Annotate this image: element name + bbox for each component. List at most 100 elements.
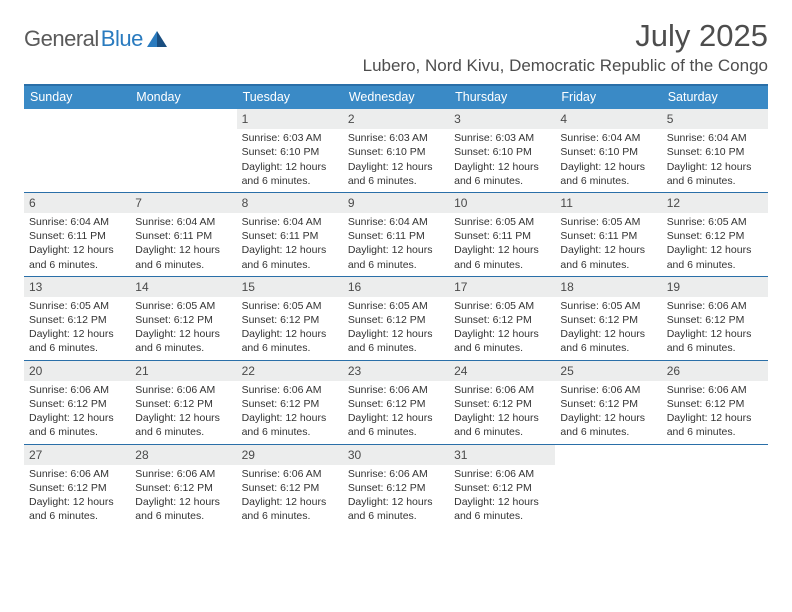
weekday-wednesday: Wednesday bbox=[343, 86, 449, 109]
sunrise-text: Sunrise: 6:06 AM bbox=[560, 383, 656, 397]
header: GeneralBlue July 2025 Lubero, Nord Kivu,… bbox=[24, 18, 768, 76]
day-content: Sunrise: 6:03 AMSunset: 6:10 PMDaylight:… bbox=[449, 129, 555, 192]
daylight-text: Daylight: 12 hours and 6 minutes. bbox=[29, 411, 125, 439]
daylight-text: Daylight: 12 hours and 6 minutes. bbox=[454, 327, 550, 355]
logo-text-blue: Blue bbox=[101, 26, 143, 52]
daylight-text: Daylight: 12 hours and 6 minutes. bbox=[135, 327, 231, 355]
sunset-text: Sunset: 6:12 PM bbox=[242, 397, 338, 411]
sunrise-text: Sunrise: 6:05 AM bbox=[454, 215, 550, 229]
week-row: 20Sunrise: 6:06 AMSunset: 6:12 PMDayligh… bbox=[24, 360, 768, 444]
day-content: Sunrise: 6:05 AMSunset: 6:12 PMDaylight:… bbox=[237, 297, 343, 360]
day-content: Sunrise: 6:03 AMSunset: 6:10 PMDaylight:… bbox=[237, 129, 343, 192]
sunset-text: Sunset: 6:12 PM bbox=[348, 313, 444, 327]
sunrise-text: Sunrise: 6:05 AM bbox=[454, 299, 550, 313]
calendar-day: 14Sunrise: 6:05 AMSunset: 6:12 PMDayligh… bbox=[130, 277, 236, 360]
day-number: 17 bbox=[449, 277, 555, 297]
sunset-text: Sunset: 6:12 PM bbox=[348, 397, 444, 411]
sunrise-text: Sunrise: 6:05 AM bbox=[29, 299, 125, 313]
calendar-day: 7Sunrise: 6:04 AMSunset: 6:11 PMDaylight… bbox=[130, 193, 236, 276]
sunrise-text: Sunrise: 6:06 AM bbox=[454, 467, 550, 481]
day-content: Sunrise: 6:04 AMSunset: 6:11 PMDaylight:… bbox=[343, 213, 449, 276]
day-content: Sunrise: 6:04 AMSunset: 6:11 PMDaylight:… bbox=[24, 213, 130, 276]
daylight-text: Daylight: 12 hours and 6 minutes. bbox=[348, 411, 444, 439]
sunset-text: Sunset: 6:11 PM bbox=[454, 229, 550, 243]
weekday-header-row: Sunday Monday Tuesday Wednesday Thursday… bbox=[24, 86, 768, 109]
day-number: 18 bbox=[555, 277, 661, 297]
sunset-text: Sunset: 6:12 PM bbox=[454, 313, 550, 327]
day-content: Sunrise: 6:06 AMSunset: 6:12 PMDaylight:… bbox=[24, 465, 130, 528]
week-row: 6Sunrise: 6:04 AMSunset: 6:11 PMDaylight… bbox=[24, 192, 768, 276]
day-number: 25 bbox=[555, 361, 661, 381]
sunrise-text: Sunrise: 6:04 AM bbox=[667, 131, 763, 145]
day-content: Sunrise: 6:06 AMSunset: 6:12 PMDaylight:… bbox=[662, 297, 768, 360]
day-content: Sunrise: 6:06 AMSunset: 6:12 PMDaylight:… bbox=[343, 465, 449, 528]
sunset-text: Sunset: 6:11 PM bbox=[560, 229, 656, 243]
day-number bbox=[130, 109, 236, 129]
weekday-thursday: Thursday bbox=[449, 86, 555, 109]
sunrise-text: Sunrise: 6:05 AM bbox=[135, 299, 231, 313]
calendar-day: 19Sunrise: 6:06 AMSunset: 6:12 PMDayligh… bbox=[662, 277, 768, 360]
weekday-friday: Friday bbox=[555, 86, 661, 109]
day-number: 16 bbox=[343, 277, 449, 297]
day-content: Sunrise: 6:06 AMSunset: 6:12 PMDaylight:… bbox=[449, 381, 555, 444]
day-content: Sunrise: 6:04 AMSunset: 6:10 PMDaylight:… bbox=[555, 129, 661, 192]
sunset-text: Sunset: 6:12 PM bbox=[29, 397, 125, 411]
daylight-text: Daylight: 12 hours and 6 minutes. bbox=[29, 327, 125, 355]
calendar-day: 5Sunrise: 6:04 AMSunset: 6:10 PMDaylight… bbox=[662, 109, 768, 192]
sunrise-text: Sunrise: 6:06 AM bbox=[242, 383, 338, 397]
calendar-day: 11Sunrise: 6:05 AMSunset: 6:11 PMDayligh… bbox=[555, 193, 661, 276]
day-content: Sunrise: 6:06 AMSunset: 6:12 PMDaylight:… bbox=[130, 381, 236, 444]
weekday-sunday: Sunday bbox=[24, 86, 130, 109]
sunrise-text: Sunrise: 6:06 AM bbox=[348, 467, 444, 481]
sunrise-text: Sunrise: 6:06 AM bbox=[454, 383, 550, 397]
day-content: Sunrise: 6:06 AMSunset: 6:12 PMDaylight:… bbox=[130, 465, 236, 528]
logo-triangle-icon bbox=[147, 31, 167, 47]
day-number: 12 bbox=[662, 193, 768, 213]
day-number: 15 bbox=[237, 277, 343, 297]
sunrise-text: Sunrise: 6:06 AM bbox=[667, 299, 763, 313]
sunrise-text: Sunrise: 6:05 AM bbox=[560, 299, 656, 313]
calendar-day: 9Sunrise: 6:04 AMSunset: 6:11 PMDaylight… bbox=[343, 193, 449, 276]
daylight-text: Daylight: 12 hours and 6 minutes. bbox=[242, 160, 338, 188]
daylight-text: Daylight: 12 hours and 6 minutes. bbox=[454, 160, 550, 188]
daylight-text: Daylight: 12 hours and 6 minutes. bbox=[29, 243, 125, 271]
calendar-day: 1Sunrise: 6:03 AMSunset: 6:10 PMDaylight… bbox=[237, 109, 343, 192]
sunset-text: Sunset: 6:12 PM bbox=[135, 313, 231, 327]
sunrise-text: Sunrise: 6:06 AM bbox=[29, 467, 125, 481]
day-number: 24 bbox=[449, 361, 555, 381]
daylight-text: Daylight: 12 hours and 6 minutes. bbox=[454, 495, 550, 523]
sunrise-text: Sunrise: 6:03 AM bbox=[242, 131, 338, 145]
day-number bbox=[555, 445, 661, 465]
week-row: 1Sunrise: 6:03 AMSunset: 6:10 PMDaylight… bbox=[24, 109, 768, 192]
calendar-day: 13Sunrise: 6:05 AMSunset: 6:12 PMDayligh… bbox=[24, 277, 130, 360]
sunset-text: Sunset: 6:10 PM bbox=[667, 145, 763, 159]
calendar-day: 4Sunrise: 6:04 AMSunset: 6:10 PMDaylight… bbox=[555, 109, 661, 192]
calendar-day: 2Sunrise: 6:03 AMSunset: 6:10 PMDaylight… bbox=[343, 109, 449, 192]
sunset-text: Sunset: 6:12 PM bbox=[454, 397, 550, 411]
calendar-day bbox=[555, 445, 661, 528]
day-content: Sunrise: 6:05 AMSunset: 6:11 PMDaylight:… bbox=[555, 213, 661, 276]
day-content: Sunrise: 6:03 AMSunset: 6:10 PMDaylight:… bbox=[343, 129, 449, 192]
daylight-text: Daylight: 12 hours and 6 minutes. bbox=[242, 495, 338, 523]
title-block: July 2025 Lubero, Nord Kivu, Democratic … bbox=[363, 18, 768, 76]
location: Lubero, Nord Kivu, Democratic Republic o… bbox=[363, 56, 768, 76]
calendar-day: 31Sunrise: 6:06 AMSunset: 6:12 PMDayligh… bbox=[449, 445, 555, 528]
day-number: 7 bbox=[130, 193, 236, 213]
day-content: Sunrise: 6:05 AMSunset: 6:12 PMDaylight:… bbox=[343, 297, 449, 360]
daylight-text: Daylight: 12 hours and 6 minutes. bbox=[667, 243, 763, 271]
day-number: 3 bbox=[449, 109, 555, 129]
sunset-text: Sunset: 6:12 PM bbox=[667, 313, 763, 327]
sunset-text: Sunset: 6:10 PM bbox=[454, 145, 550, 159]
sunset-text: Sunset: 6:12 PM bbox=[29, 481, 125, 495]
weeks-container: 1Sunrise: 6:03 AMSunset: 6:10 PMDaylight… bbox=[24, 109, 768, 527]
daylight-text: Daylight: 12 hours and 6 minutes. bbox=[242, 327, 338, 355]
sunrise-text: Sunrise: 6:04 AM bbox=[29, 215, 125, 229]
calendar-day bbox=[130, 109, 236, 192]
sunset-text: Sunset: 6:12 PM bbox=[135, 397, 231, 411]
daylight-text: Daylight: 12 hours and 6 minutes. bbox=[348, 327, 444, 355]
calendar-day bbox=[24, 109, 130, 192]
day-content: Sunrise: 6:04 AMSunset: 6:10 PMDaylight:… bbox=[662, 129, 768, 192]
daylight-text: Daylight: 12 hours and 6 minutes. bbox=[135, 495, 231, 523]
sunrise-text: Sunrise: 6:06 AM bbox=[135, 383, 231, 397]
sunrise-text: Sunrise: 6:04 AM bbox=[242, 215, 338, 229]
